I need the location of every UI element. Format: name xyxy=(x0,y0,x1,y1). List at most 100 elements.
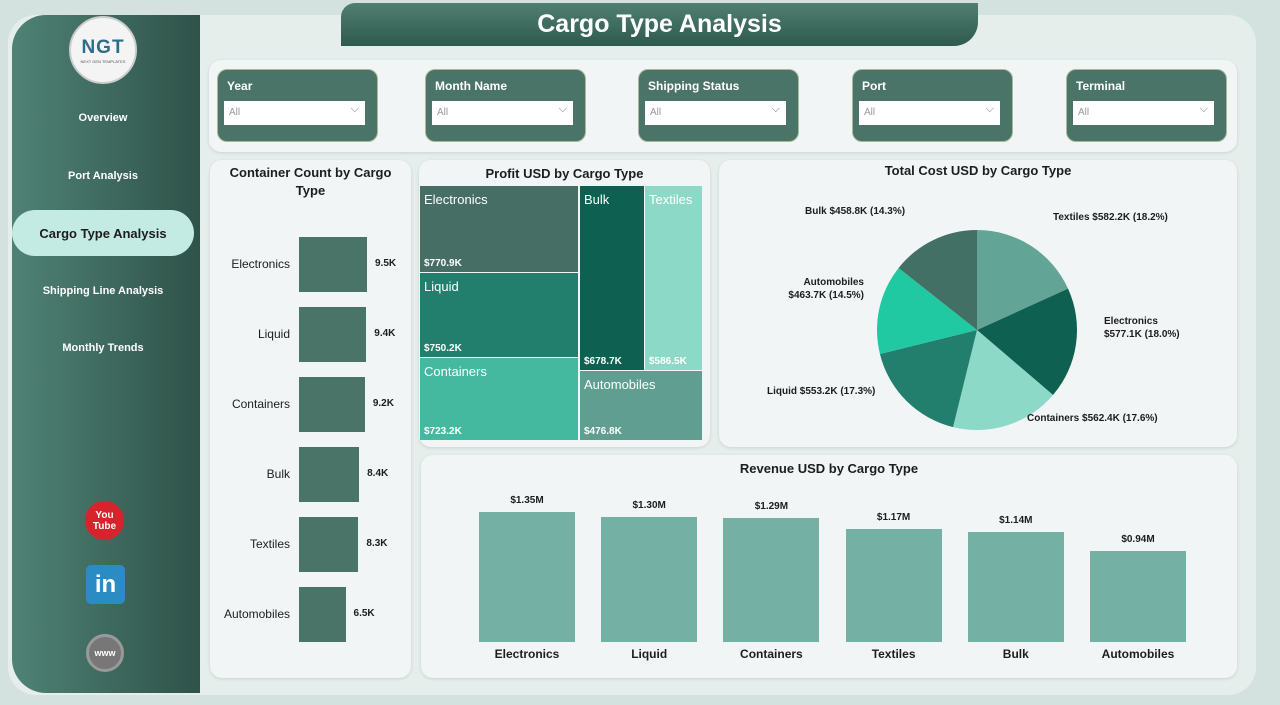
chevron-down-icon: ⌵ xyxy=(558,103,567,115)
pie-slice-automobiles[interactable] xyxy=(877,267,977,354)
revenue-bar-bulk[interactable] xyxy=(967,532,1064,642)
bar-automobiles[interactable] xyxy=(299,587,346,642)
pie-chart xyxy=(877,230,1077,430)
nav-monthly-trends[interactable]: Monthly Trends xyxy=(62,342,144,354)
pie-slice-textiles[interactable] xyxy=(977,230,1069,330)
pie-slice-liquid[interactable] xyxy=(879,330,977,428)
pie-label-containers: Containers $562.4K (17.6%) xyxy=(1027,413,1158,424)
youtube-icon[interactable]: You Tube xyxy=(85,501,124,540)
bar-value-label: 9.5K xyxy=(375,258,397,269)
pie-label-automobiles: Automobiles $463.7K (14.5%) xyxy=(788,277,864,301)
filter-label: Month Name xyxy=(435,79,507,93)
revenue-bar-textiles[interactable] xyxy=(845,529,942,642)
filter-year: Year All ⌵ xyxy=(217,69,378,142)
bar-value-label: 9.2K xyxy=(372,398,394,409)
bar-category-label: Bulk xyxy=(266,467,290,481)
treemap-tile-liquid[interactable]: Liquid $750.2K xyxy=(420,273,578,357)
bar-liquid[interactable] xyxy=(299,307,367,362)
filter-dropdown[interactable]: All ⌵ xyxy=(224,101,365,125)
x-axis-label: Liquid xyxy=(631,647,668,661)
filter-label: Year xyxy=(227,79,253,93)
chevron-down-icon: ⌵ xyxy=(350,103,359,115)
tile-value: $770.9K xyxy=(424,258,462,269)
pie-label-textiles: Textiles $582.2K (18.2%) xyxy=(1053,212,1168,223)
dropdown-value: All xyxy=(437,107,449,118)
dropdown-value: All xyxy=(229,107,241,118)
globe-icon[interactable]: www xyxy=(86,634,124,672)
bar-bulk[interactable] xyxy=(299,447,360,502)
treemap-tile-bulk[interactable]: Bulk $678.7K xyxy=(580,186,644,370)
tile-value: $723.2K xyxy=(424,426,462,437)
treemap-tile-containers[interactable]: Containers $723.2K xyxy=(420,358,578,440)
dropdown-value: All xyxy=(864,107,876,118)
revenue-bar-containers[interactable] xyxy=(723,517,820,642)
pie-slice-containers[interactable] xyxy=(953,330,1054,430)
bar-value-label: $1.30M xyxy=(632,499,666,511)
filter-dropdown[interactable]: All ⌵ xyxy=(432,101,573,125)
chart-title: Container Count by Cargo Type xyxy=(229,165,392,198)
dropdown-value: All xyxy=(1078,107,1090,118)
bar-electronics[interactable] xyxy=(299,237,367,292)
revenue-bar-electronics[interactable] xyxy=(479,512,575,642)
tile-value: $586.5K xyxy=(649,356,687,367)
tile-value: $750.2K xyxy=(424,343,462,354)
x-axis-label: Containers xyxy=(740,647,803,661)
pie-label-bulk: Bulk $458.8K (14.3%) xyxy=(805,206,906,217)
chevron-down-icon: ⌵ xyxy=(985,103,994,115)
tile-value: $476.8K xyxy=(584,426,622,437)
bar-value-label: 6.5K xyxy=(353,608,375,619)
nav-cargo-type-analysis[interactable]: Cargo Type Analysis xyxy=(12,210,194,256)
tile-label: Containers xyxy=(424,364,487,379)
bar-value-label: 8.4K xyxy=(367,468,389,479)
page-title: Cargo Type Analysis xyxy=(341,3,978,46)
bar-category-label: Electronics xyxy=(231,257,290,271)
filter-port: Port All ⌵ xyxy=(852,69,1013,142)
filter-month-name: Month Name All ⌵ xyxy=(425,69,586,142)
x-axis-label: Automobiles xyxy=(1101,647,1175,661)
revenue-bar-automobiles[interactable] xyxy=(1090,551,1186,642)
treemap-tile-automobiles[interactable]: Automobiles $476.8K xyxy=(580,371,702,440)
treemap-tile-electronics[interactable]: Electronics $770.9K xyxy=(420,186,578,272)
bar-value-label: $1.17M xyxy=(876,512,911,524)
revenue-bar-liquid[interactable] xyxy=(601,516,698,642)
tile-value: $678.7K xyxy=(584,356,622,367)
filter-dropdown[interactable]: All ⌵ xyxy=(645,101,786,125)
bar-value-label: $0.94M xyxy=(1121,534,1155,546)
dropdown-value: All xyxy=(650,107,662,118)
pie-label-liquid: Liquid $553.2K (17.3%) xyxy=(767,386,876,397)
filter-dropdown[interactable]: All ⌵ xyxy=(859,101,1000,125)
bar-category-label: Textiles xyxy=(249,537,290,551)
nav-overview[interactable]: Overview xyxy=(78,112,128,124)
filter-terminal: Terminal All ⌵ xyxy=(1066,69,1227,142)
bar-containers[interactable] xyxy=(299,377,365,432)
filter-label: Terminal xyxy=(1076,79,1126,93)
x-axis-label: Bulk xyxy=(1002,647,1029,661)
linkedin-icon[interactable]: in xyxy=(86,565,125,604)
tile-label: Liquid xyxy=(424,279,459,294)
chart-title: Profit USD by Cargo Type xyxy=(485,166,644,181)
treemap-tile-textiles[interactable]: Textiles $586.5K xyxy=(645,186,702,370)
filter-shipping-status: Shipping Status All ⌵ xyxy=(638,69,799,142)
tile-label: Bulk xyxy=(584,192,610,207)
tile-label: Automobiles xyxy=(584,377,656,392)
pie-slice-electronics[interactable] xyxy=(977,288,1077,395)
chart-title: Total Cost USD by Cargo Type xyxy=(884,163,1072,178)
filter-dropdown[interactable]: All ⌵ xyxy=(1073,101,1214,125)
bar-category-label: Containers xyxy=(231,397,290,411)
ngt-logo: NGT NEXT GEN TEMPLATES xyxy=(69,16,137,84)
bar-value-label: $1.14M xyxy=(999,515,1033,527)
pie-slice-bulk[interactable] xyxy=(898,230,977,330)
bar-textiles[interactable] xyxy=(299,517,359,572)
x-axis-label: Electronics xyxy=(494,647,560,661)
filter-label: Port xyxy=(862,79,886,93)
nav-port-analysis[interactable]: Port Analysis xyxy=(68,170,138,182)
bar-category-label: Automobiles xyxy=(223,607,290,621)
chevron-down-icon: ⌵ xyxy=(771,103,780,115)
bar-value-label: $1.35M xyxy=(510,495,544,506)
nav-shipping-line-analysis[interactable]: Shipping Line Analysis xyxy=(42,285,164,297)
bar-category-label: Liquid xyxy=(257,327,290,341)
tile-label: Textiles xyxy=(649,192,693,207)
chevron-down-icon: ⌵ xyxy=(1199,103,1208,115)
chart-title: Revenue USD by Cargo Type xyxy=(739,461,919,476)
filter-label: Shipping Status xyxy=(648,79,740,93)
